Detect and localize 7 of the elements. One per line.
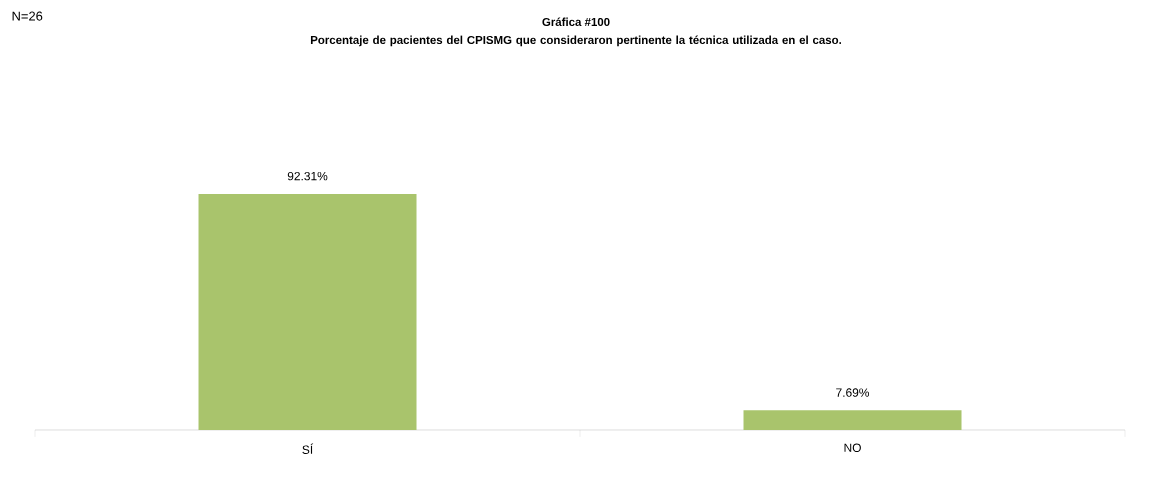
data-label: 7.69% bbox=[836, 388, 870, 397]
chart-subtitle: Porcentaje de pacientes del CPISMG que consideraron pertinente la técnica utilizada en el caso. bbox=[310, 35, 842, 47]
chart-title: Gráfica #100 bbox=[542, 17, 610, 27]
x-tick-label: NO bbox=[844, 443, 861, 452]
x-tick-label: SÍ bbox=[302, 443, 314, 454]
data-label: 92.31% bbox=[287, 171, 328, 181]
text: N=26 bbox=[12, 11, 43, 21]
